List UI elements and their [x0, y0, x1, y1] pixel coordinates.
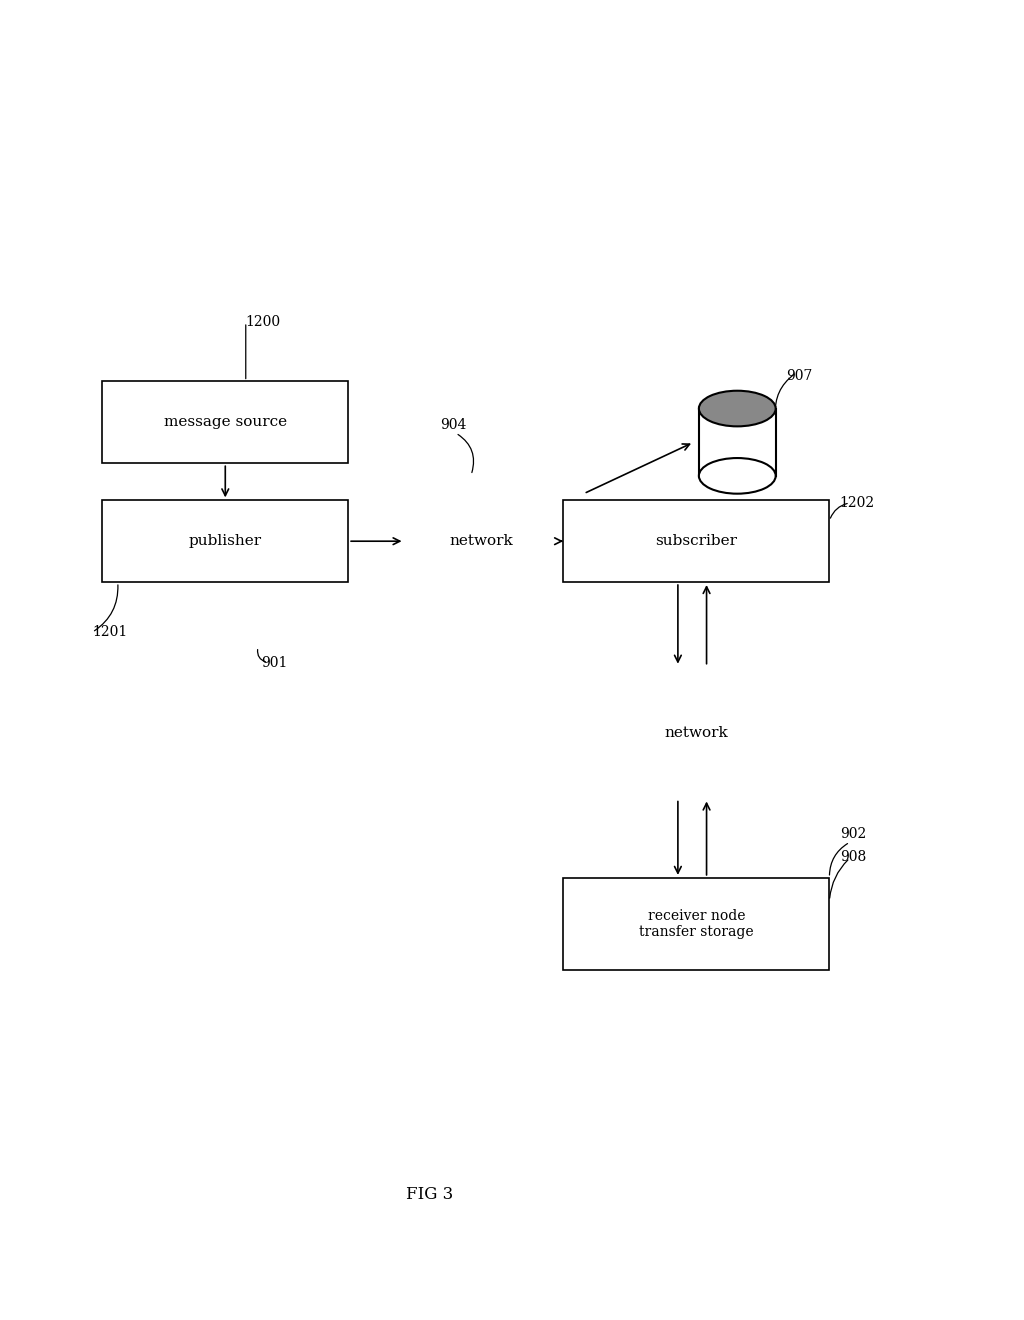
- Text: Patent Application Publication: Patent Application Publication: [82, 67, 322, 81]
- Text: FIG 3: FIG 3: [407, 1187, 454, 1203]
- FancyBboxPatch shape: [563, 500, 829, 582]
- Text: US 2010/0011435 A1: US 2010/0011435 A1: [778, 67, 942, 81]
- Text: 904: 904: [440, 418, 467, 432]
- FancyBboxPatch shape: [102, 500, 348, 582]
- Text: 908: 908: [840, 850, 866, 863]
- Ellipse shape: [698, 391, 776, 426]
- Text: 1202: 1202: [840, 496, 874, 510]
- Text: Jan. 14, 2010  Sheet 3 of 8: Jan. 14, 2010 Sheet 3 of 8: [327, 67, 534, 81]
- Bar: [698, 408, 776, 475]
- Text: 1200: 1200: [246, 315, 281, 329]
- Text: 902: 902: [840, 828, 866, 841]
- Text: subscriber: subscriber: [655, 535, 737, 548]
- Text: message source: message source: [164, 416, 287, 429]
- Text: 907: 907: [786, 368, 812, 383]
- Text: network: network: [450, 535, 513, 548]
- FancyBboxPatch shape: [563, 878, 829, 970]
- Text: 901: 901: [261, 656, 288, 669]
- Text: network: network: [665, 726, 728, 739]
- Text: 1201: 1201: [92, 626, 127, 639]
- Text: publisher: publisher: [188, 535, 262, 548]
- Ellipse shape: [698, 458, 776, 494]
- FancyBboxPatch shape: [102, 381, 348, 463]
- Text: receiver node
transfer storage: receiver node transfer storage: [639, 909, 754, 939]
